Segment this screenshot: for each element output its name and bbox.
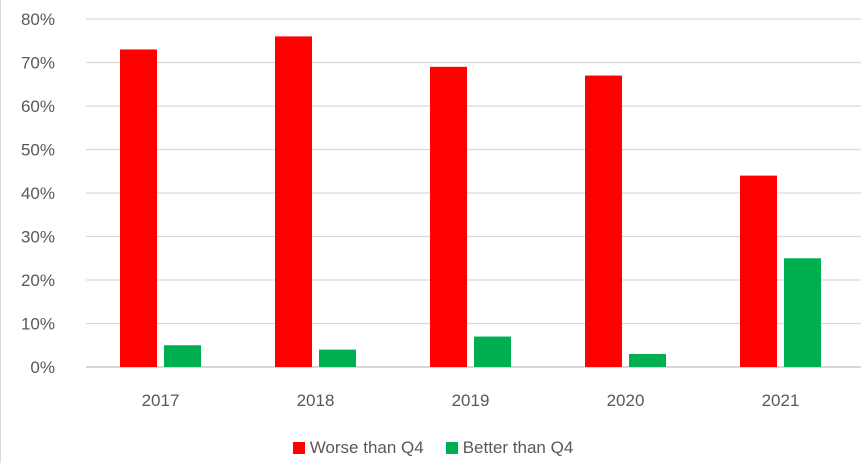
x-tick-label: 2018: [297, 391, 335, 410]
y-tick-label: 10%: [21, 315, 55, 334]
y-tick-label: 60%: [21, 97, 55, 116]
bar-worse-than-q4: [585, 76, 622, 367]
bar-better-than-q4: [629, 354, 666, 367]
y-tick-label: 0%: [30, 358, 55, 377]
legend-label-better: Better than Q4: [463, 438, 574, 458]
bar-worse-than-q4: [275, 36, 312, 367]
y-tick-label: 30%: [21, 228, 55, 247]
bar-better-than-q4: [784, 258, 821, 367]
x-tick-label: 2019: [452, 391, 490, 410]
chart-plot: 0% 10% 20% 30% 40% 50% 60% 70% 80% 2017 2018 2019 20…: [1, 0, 864, 430]
y-tick-label: 20%: [21, 271, 55, 290]
bar-worse-than-q4: [430, 67, 467, 367]
legend-item-worse: Worse than Q4: [293, 438, 424, 458]
x-tick-label: 2021: [762, 391, 800, 410]
y-tick-label: 70%: [21, 54, 55, 73]
bar-better-than-q4: [164, 345, 201, 367]
bar-better-than-q4: [319, 350, 356, 367]
bar-worse-than-q4: [120, 49, 157, 367]
bar-better-than-q4: [474, 337, 511, 367]
legend: Worse than Q4 Better than Q4: [1, 438, 864, 458]
legend-swatch-worse: [293, 442, 305, 454]
y-tick-label: 50%: [21, 141, 55, 160]
legend-label-worse: Worse than Q4: [310, 438, 424, 458]
legend-swatch-better: [446, 442, 458, 454]
x-tick-label: 2017: [142, 391, 180, 410]
y-tick-label: 40%: [21, 184, 55, 203]
legend-item-better: Better than Q4: [446, 438, 574, 458]
x-tick-label: 2020: [607, 391, 645, 410]
y-tick-label: 80%: [21, 10, 55, 29]
bar-worse-than-q4: [740, 176, 777, 367]
